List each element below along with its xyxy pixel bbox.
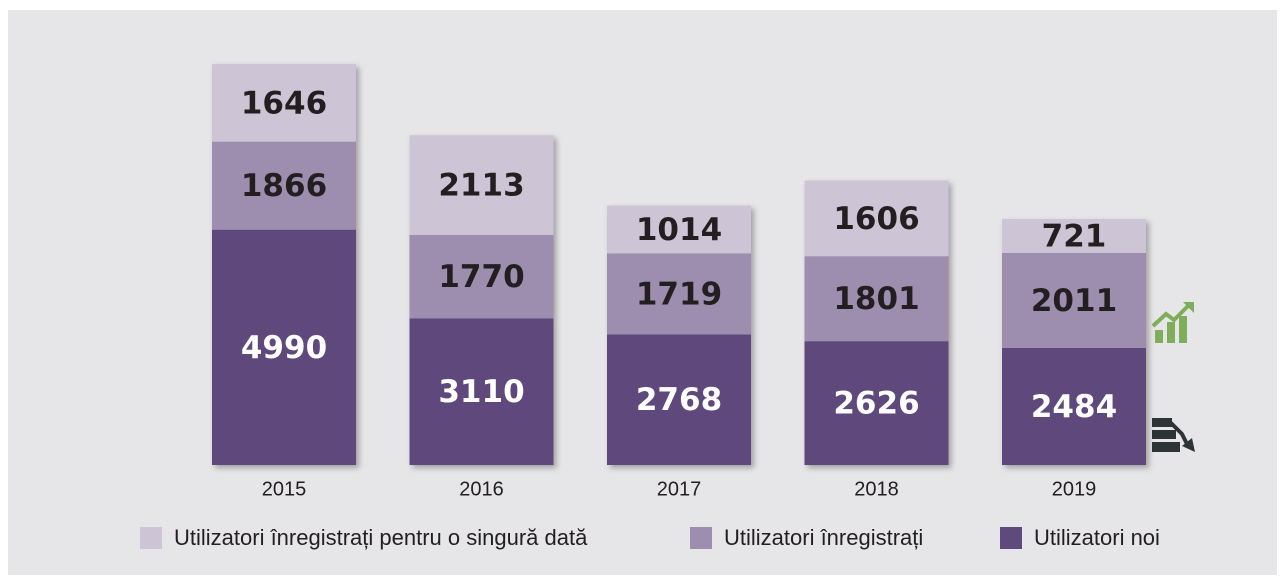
legend-swatch [140,527,162,549]
bar-segment [409,135,554,235]
trend-up-icon [1151,302,1194,343]
data-label: 2768 [636,382,722,418]
bar-segment [804,341,949,465]
legend-label: Utilizatori noi [1034,525,1160,550]
x-tick-label: 2015 [262,478,307,500]
data-label: 1646 [241,85,327,121]
legend-swatch [690,527,712,549]
bar-group [212,64,356,465]
bar-segment [212,229,356,465]
bar-segment [409,318,554,465]
data-label: 4990 [241,330,327,366]
x-tick-label: 2017 [657,478,702,500]
legend-swatch [1000,527,1022,549]
legend-label: Utilizatori înregistrați [724,525,923,550]
x-tick-label: 2018 [854,478,899,500]
bar-segment [804,180,949,257]
bar-segment [409,234,554,319]
data-label: 1770 [438,259,524,295]
x-tick-label: 2019 [1052,478,1097,500]
data-label: 2113 [438,168,524,204]
bar-segment [607,205,751,254]
bar-segment [1002,252,1146,348]
data-label: 721 [1042,218,1107,254]
bar-segment [212,141,356,230]
data-label: 3110 [438,374,524,410]
bar-group [1002,218,1146,465]
bar-segment [607,253,751,335]
bar-segment [1002,218,1146,253]
bar-group [804,180,949,465]
trend-down-icon [1152,418,1195,452]
data-label: 2484 [1031,389,1117,425]
bar-segment [1002,347,1146,465]
bar-segment [804,256,949,342]
data-label: 1866 [241,168,327,204]
bar-segment [212,64,356,142]
data-label: 1719 [636,276,722,312]
data-label: 1014 [636,212,722,248]
data-label: 2626 [833,386,919,422]
data-label: 2011 [1031,283,1117,319]
legend-label: Utilizatori înregistrați pentru o singur… [174,525,588,550]
bar-group [607,205,751,465]
data-label: 1606 [833,201,919,237]
bar-segment [607,334,751,465]
x-tick-label: 2016 [459,478,504,500]
bar-group [409,135,554,465]
data-label: 1801 [833,281,919,317]
